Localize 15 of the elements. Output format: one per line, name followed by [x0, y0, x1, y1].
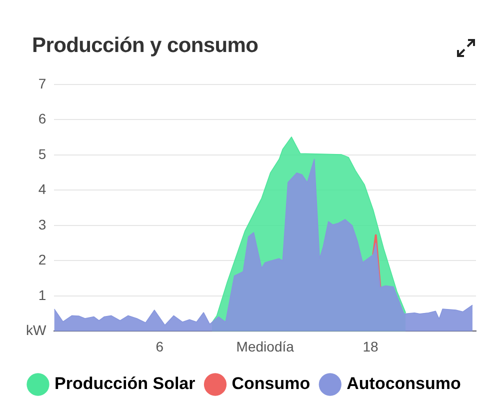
- y-tick-label: 1: [38, 286, 46, 303]
- x-tick-label: 18: [362, 338, 379, 354]
- legend-label: Consumo: [232, 374, 310, 394]
- x-tick-label: Mediodía: [236, 338, 294, 354]
- legend-label: Producción Solar: [54, 374, 196, 394]
- y-tick-label: 3: [38, 216, 46, 232]
- y-tick-label: kW: [26, 322, 47, 338]
- x-tick-label: 6: [156, 338, 164, 354]
- y-tick-label: 2: [38, 252, 46, 268]
- legend-label: Autoconsumo: [346, 374, 461, 394]
- y-tick-label: 7: [38, 75, 46, 92]
- y-tick-label: 4: [38, 181, 46, 198]
- y-tick-label: 5: [38, 146, 46, 162]
- y-tick-label: 6: [38, 110, 46, 127]
- chart-title: Producción y consumo: [32, 34, 258, 58]
